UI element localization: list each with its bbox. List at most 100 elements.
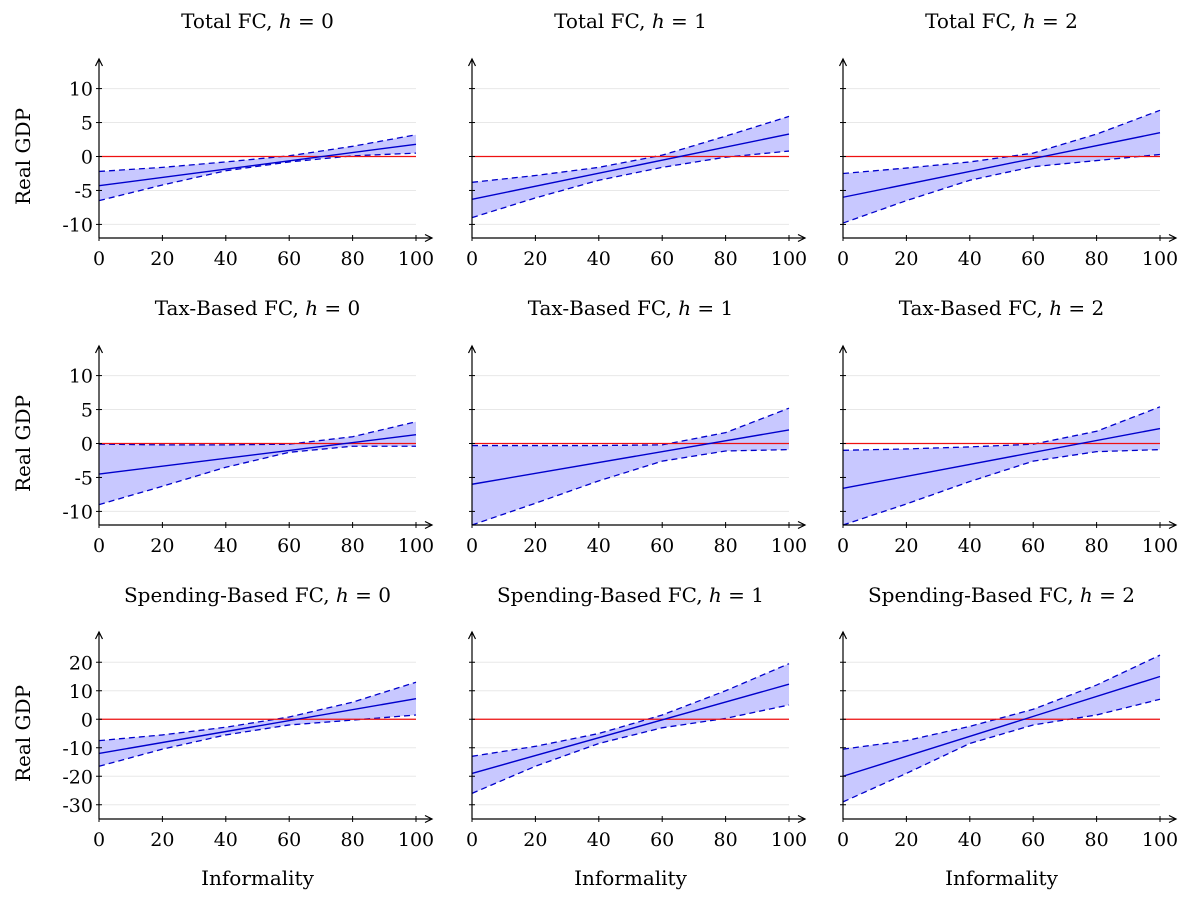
x-tick-label: 40 (958, 829, 982, 851)
estimate-line (842, 427, 1161, 490)
x-tick-label: 60 (650, 829, 674, 851)
y-axis-arrow (467, 57, 477, 67)
x-tick-label: 20 (894, 535, 918, 557)
panel-title-math: h (678, 296, 691, 320)
panel-title: Total FC, h = 2 (925, 9, 1078, 33)
estimate-line (842, 675, 1161, 777)
panel-title: Spending-Based FC, h = 0 (124, 583, 391, 607)
panel-title-math: h (1023, 9, 1036, 33)
panel-title-text: Spending-Based FC, (497, 583, 709, 607)
x-axis-arrow (424, 814, 434, 824)
panel-1-3: Total FC, h = 2 0 20 40 60 80 100 (837, 9, 1178, 270)
axes: 0 20 40 60 80 100 (837, 630, 1178, 851)
x-axis-arrow (797, 520, 807, 530)
x-axis-label: Informality (945, 866, 1059, 890)
y-axis-arrow (94, 630, 104, 640)
panel-title-text: Total FC, (554, 9, 652, 33)
x-tick-label: 100 (771, 829, 807, 851)
panel-title: Spending-Based FC, h = 2 (868, 583, 1135, 607)
panel-title-text: Spending-Based FC, (124, 583, 336, 607)
x-tick-label: 0 (466, 535, 478, 557)
band-upper-line (471, 115, 790, 183)
x-tick-label: 60 (277, 535, 301, 557)
x-tick-label: 100 (1142, 829, 1178, 851)
x-tick-label: 60 (650, 248, 674, 270)
y-tick-label: 0 (81, 147, 93, 169)
panel-title-math: h (279, 9, 292, 33)
x-tick-label: 100 (771, 248, 807, 270)
y-tick-label: -10 (62, 214, 93, 236)
y-tick-label: 0 (81, 434, 93, 456)
axes: 0 20 40 60 80 100 (466, 630, 807, 851)
band-upper-line (842, 406, 1161, 451)
panel-title-eq: = 2 (1062, 296, 1104, 320)
y-tick-label: 10 (69, 79, 93, 101)
x-tick-label: 0 (93, 829, 105, 851)
estimate-line (471, 133, 790, 200)
band-upper-line (842, 109, 1161, 175)
panel-title-text: Spending-Based FC, (868, 583, 1080, 607)
panel-title-eq: = 0 (318, 296, 360, 320)
x-axis-arrow (1168, 814, 1178, 824)
axes: 0 20 40 60 80 100 (837, 57, 1178, 270)
y-axis-arrow (467, 344, 477, 354)
x-tick-label: 0 (93, 535, 105, 557)
x-tick-label: 0 (93, 248, 105, 270)
x-tick-label: 60 (277, 829, 301, 851)
y-axis-label: Real GDP (11, 395, 35, 492)
panel-title-eq: = 0 (349, 583, 391, 607)
panel-title: Tax-Based FC, h = 2 (899, 296, 1105, 320)
x-tick-label: 60 (1021, 248, 1045, 270)
x-tick-label: 0 (837, 829, 849, 851)
y-axis-arrow (467, 630, 477, 640)
band-upper-line (98, 681, 417, 742)
y-tick-label: -5 (74, 180, 93, 202)
estimate-line (471, 683, 790, 775)
x-tick-label: 20 (523, 535, 547, 557)
y-axis-arrow (94, 57, 104, 67)
panel-title: Tax-Based FC, h = 1 (528, 296, 734, 320)
axes: 0 20 40 60 80 100 (837, 344, 1178, 557)
x-axis-label: Informality (574, 866, 688, 890)
estimate-line (98, 698, 417, 755)
panel-title-eq: = 2 (1036, 9, 1078, 33)
panel-title: Tax-Based FC, h = 0 (155, 296, 361, 320)
x-tick-label: 20 (150, 248, 174, 270)
x-tick-label: 20 (523, 248, 547, 270)
y-tick-label: 5 (81, 400, 93, 422)
x-tick-label: 80 (714, 829, 738, 851)
axes: 0 20 40 60 80 100 (466, 57, 807, 270)
panel-title-math: h (652, 9, 665, 33)
x-tick-label: 100 (398, 535, 434, 557)
x-tick-label: 40 (214, 248, 238, 270)
y-axis-arrow (94, 344, 104, 354)
x-tick-label: 0 (837, 248, 849, 270)
panel-title-eq: = 2 (1093, 583, 1135, 607)
band-upper-line (98, 134, 417, 173)
x-tick-label: 60 (650, 535, 674, 557)
band-lower-line (98, 714, 417, 767)
x-tick-label: 0 (466, 248, 478, 270)
panel-title-text: Tax-Based FC, (155, 296, 305, 320)
confidence-band (472, 408, 789, 525)
band-upper-line (472, 407, 790, 447)
band-lower-line (842, 153, 1161, 224)
confidence-band (99, 682, 416, 767)
band-lower-line (98, 152, 417, 202)
x-tick-label: 80 (1085, 535, 1109, 557)
x-axis-arrow (797, 814, 807, 824)
axes: 0 20 40 60 80 100 (466, 344, 807, 557)
x-tick-label: 40 (587, 535, 611, 557)
x-axis-arrow (1168, 520, 1178, 530)
y-axis-arrow (838, 344, 848, 354)
y-tick-label: -10 (62, 738, 93, 760)
x-tick-label: 20 (150, 829, 174, 851)
x-tick-label: 80 (714, 248, 738, 270)
panel-title-text: Tax-Based FC, (528, 296, 678, 320)
y-tick-label: -30 (62, 795, 93, 817)
panel-title-math: h (336, 583, 349, 607)
